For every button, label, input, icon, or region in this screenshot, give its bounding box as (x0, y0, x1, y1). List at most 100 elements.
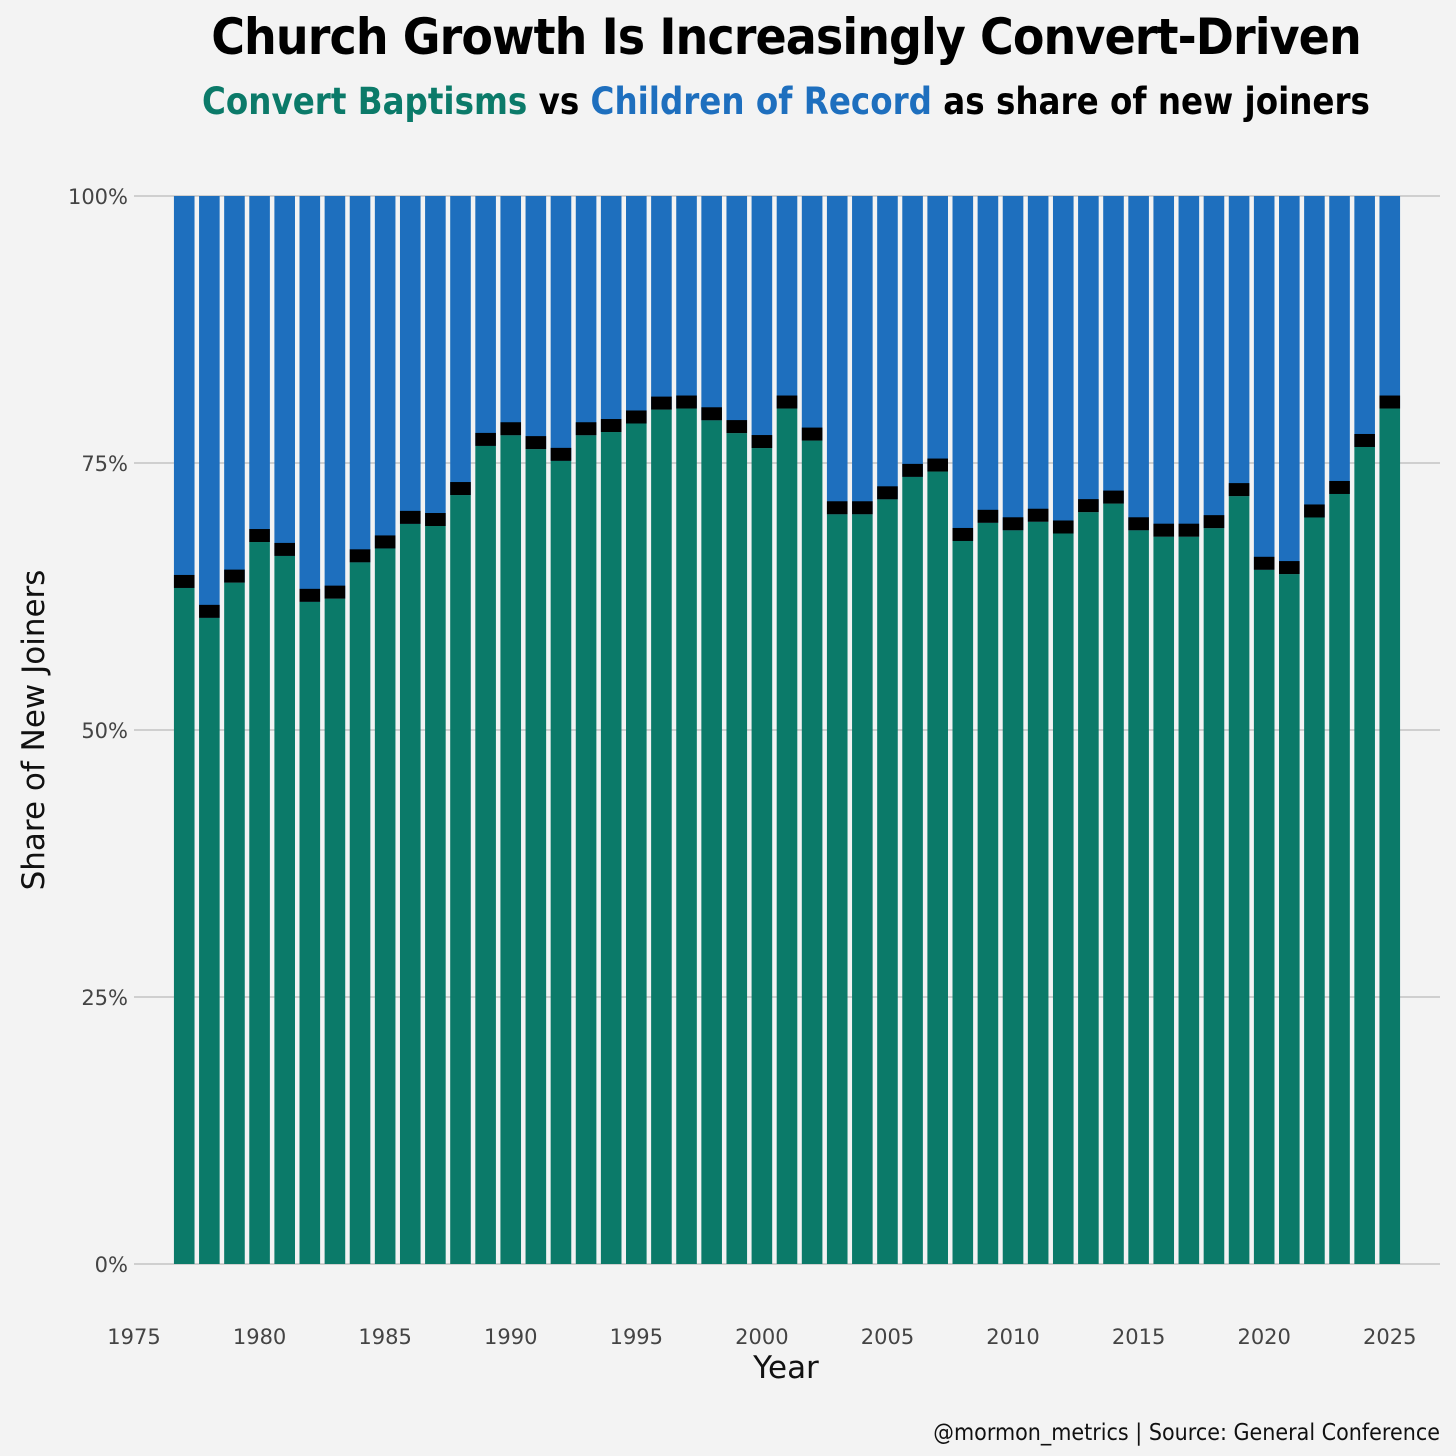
bar-separator-1991 (525, 436, 547, 450)
bar-separator-1987 (425, 513, 446, 527)
bar-convert-baptisms-2006 (902, 476, 923, 1264)
bar-separator-1990 (500, 422, 522, 436)
bar-convert-baptisms-1993 (575, 435, 597, 1264)
bar-children-of-record-1996 (651, 196, 672, 410)
x-tick-label: 2005 (861, 1325, 914, 1349)
bar-convert-baptisms-1994 (600, 432, 622, 1264)
bar-convert-baptisms-2001 (776, 408, 798, 1265)
bar-children-of-record-2007 (927, 196, 948, 472)
x-tick-label: 1995 (610, 1325, 663, 1349)
bar-convert-baptisms-2018 (1203, 528, 1225, 1264)
bar-separator-2011 (1027, 508, 1049, 522)
x-tick-label: 2000 (735, 1325, 788, 1349)
bar-separator-2006 (902, 463, 923, 477)
bar-convert-baptisms-1981 (274, 555, 295, 1264)
bar-children-of-record-2017 (1178, 196, 1200, 537)
bar-separator-2016 (1153, 523, 1175, 537)
bar-separator-1992 (550, 447, 572, 461)
bar-separator-1989 (475, 432, 496, 446)
bar-children-of-record-1992 (550, 196, 572, 461)
bar-children-of-record-1977 (173, 196, 195, 588)
bar-separator-1982 (299, 588, 321, 602)
bar-separator-2019 (1228, 483, 1250, 497)
y-axis-ticks: 0% 25% 50% 75% 100% (68, 185, 128, 1277)
bar-children-of-record-1993 (575, 196, 597, 436)
bar-children-of-record-1988 (450, 196, 471, 496)
bar-children-of-record-2020 (1253, 196, 1275, 570)
bar-separator-2005 (877, 486, 898, 500)
bar-children-of-record-2024 (1354, 196, 1375, 447)
x-tick-label: 1980 (233, 1325, 286, 1349)
bar-convert-baptisms-2021 (1279, 574, 1300, 1264)
bar-separator-1983 (324, 585, 346, 599)
bar-convert-baptisms-1995 (626, 423, 647, 1264)
bar-separator-2018 (1203, 515, 1225, 529)
bar-convert-baptisms-2007 (927, 471, 948, 1264)
bar-convert-baptisms-2011 (1027, 521, 1049, 1264)
bar-children-of-record-2018 (1203, 196, 1225, 529)
bar-children-of-record-2006 (902, 196, 923, 477)
bar-children-of-record-1983 (324, 196, 346, 599)
bar-convert-baptisms-2025 (1379, 408, 1401, 1265)
bar-separator-1980 (249, 529, 270, 543)
bar-children-of-record-2009 (977, 196, 999, 523)
bar-children-of-record-2005 (877, 196, 898, 500)
y-tick-label: 0% (95, 1253, 128, 1277)
x-tick-label: 1975 (107, 1325, 160, 1349)
bar-separator-2009 (977, 509, 999, 523)
bar-separator-2017 (1178, 523, 1200, 537)
bar-children-of-record-1998 (701, 196, 722, 421)
bar-children-of-record-1986 (399, 196, 421, 524)
bar-convert-baptisms-2008 (952, 540, 974, 1264)
x-tick-label: 2025 (1363, 1325, 1416, 1349)
bar-separator-2023 (1329, 480, 1350, 494)
bar-separator-1986 (399, 510, 421, 524)
bar-convert-baptisms-1989 (475, 445, 496, 1264)
bar-separator-2001 (776, 395, 798, 409)
chart-title: Church Growth Is Increasingly Convert-Dr… (211, 8, 1361, 66)
bar-children-of-record-2025 (1379, 196, 1401, 409)
bar-separator-1985 (374, 535, 396, 549)
bars (173, 196, 1401, 1265)
bar-separator-2003 (826, 501, 848, 515)
bar-separator-2004 (852, 501, 873, 515)
bar-children-of-record-1991 (525, 196, 547, 450)
bar-separator-2000 (751, 435, 773, 449)
bar-convert-baptisms-2005 (877, 499, 898, 1264)
bar-convert-baptisms-1990 (500, 435, 522, 1264)
bar-separator-2022 (1304, 504, 1325, 518)
bar-children-of-record-2015 (1128, 196, 1149, 531)
bar-convert-baptisms-2004 (852, 514, 873, 1264)
bar-children-of-record-1982 (299, 196, 321, 602)
bar-convert-baptisms-1980 (249, 542, 270, 1264)
bar-children-of-record-1989 (475, 196, 496, 446)
x-tick-label: 2015 (1112, 1325, 1165, 1349)
x-axis-ticks: 1975 1980 1985 1990 1995 2000 2005 2010 2015 2020… (107, 1325, 1416, 1349)
bar-separator-2010 (1002, 517, 1024, 531)
chart-subtitle: Convert Baptisms vs Children of Record a… (94, 80, 1456, 123)
bar-children-of-record-1997 (676, 196, 697, 409)
bar-separator-1999 (726, 420, 748, 434)
bar-convert-baptisms-1982 (299, 601, 321, 1264)
bar-convert-baptisms-1979 (224, 582, 245, 1264)
bar-separator-2024 (1354, 433, 1375, 447)
bar-children-of-record-1994 (600, 196, 622, 433)
bar-convert-baptisms-1985 (374, 548, 396, 1264)
bar-children-of-record-2000 (751, 196, 773, 449)
source-caption: @mormon_metrics | Source: General Confer… (933, 1420, 1440, 1446)
bar-separator-1996 (651, 396, 672, 410)
bar-separator-2025 (1379, 395, 1401, 409)
bar-separator-2012 (1052, 520, 1074, 534)
bar-convert-baptisms-2023 (1329, 493, 1350, 1264)
bar-convert-baptisms-2015 (1128, 530, 1149, 1264)
bar-children-of-record-2008 (952, 196, 974, 541)
bar-separator-1984 (349, 549, 371, 563)
bar-children-of-record-2013 (1078, 196, 1099, 513)
bar-convert-baptisms-2024 (1354, 446, 1375, 1265)
bar-separator-1994 (600, 419, 622, 433)
y-axis-title: Share of New Joiners (16, 570, 52, 891)
bar-separator-1978 (199, 604, 220, 618)
bar-children-of-record-2023 (1329, 196, 1350, 494)
bar-children-of-record-1978 (199, 196, 220, 618)
